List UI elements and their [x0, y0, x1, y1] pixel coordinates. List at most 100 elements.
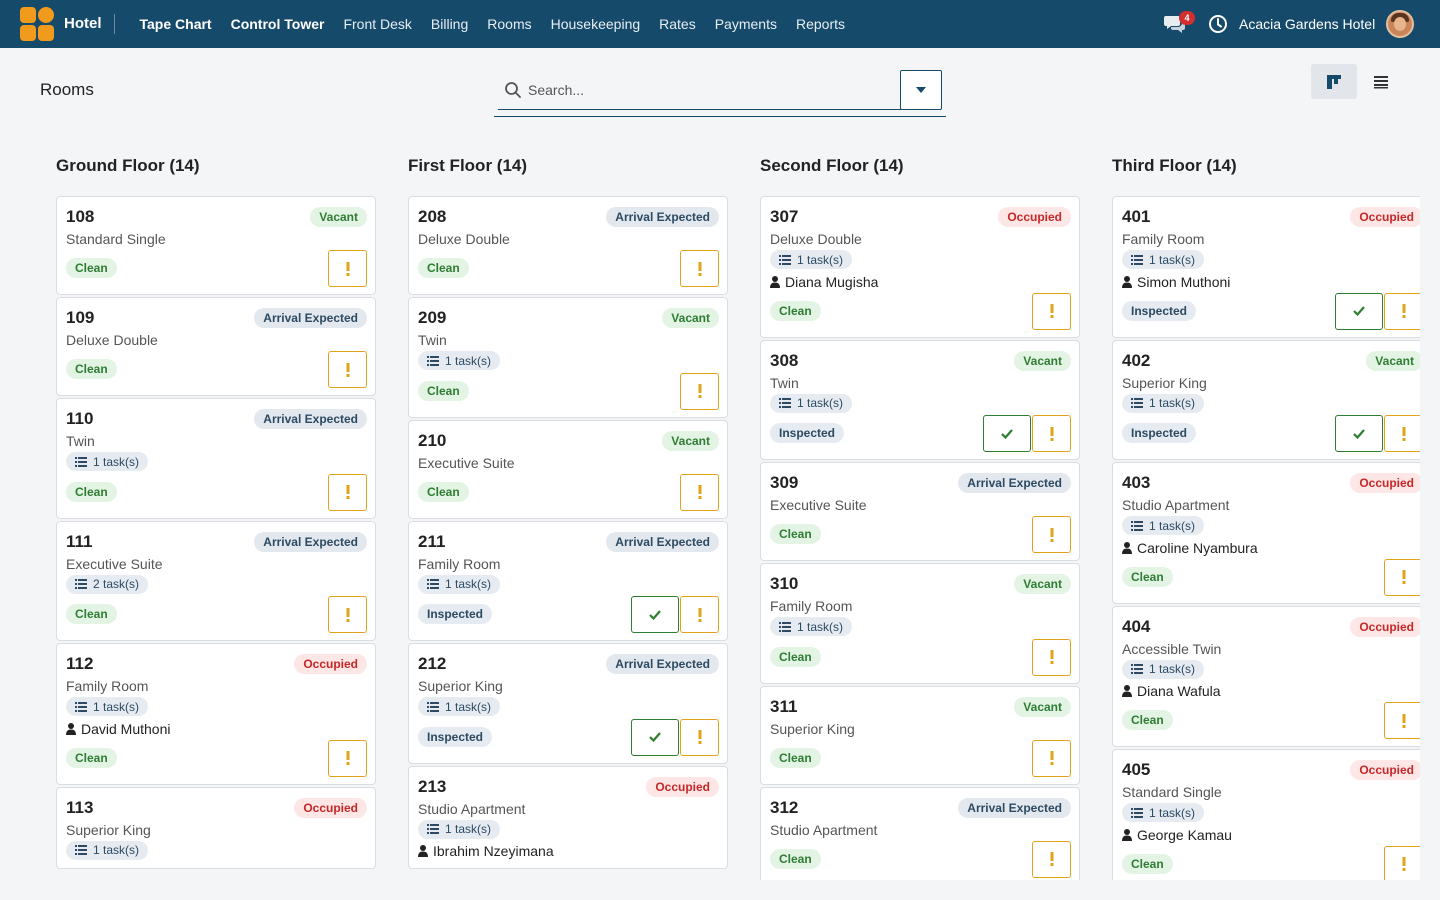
room-card[interactable]: 111 Arrival Expected Executive Suite 2 task… — [56, 520, 376, 641]
report-issue-button[interactable] — [1032, 739, 1071, 777]
report-issue-button[interactable] — [680, 473, 719, 511]
tasks-badge[interactable]: 1 task(s) — [1122, 393, 1205, 413]
nav-item-billing[interactable]: Billing — [430, 16, 469, 32]
report-issue-button[interactable] — [680, 718, 719, 756]
nav-item-tape-chart[interactable]: Tape Chart — [139, 16, 212, 32]
room-card-header: 307 Occupied — [770, 206, 1071, 228]
room-card[interactable]: 404 Occupied Accessible Twin 1 task(s) Diana… — [1112, 605, 1420, 747]
tasks-badge[interactable]: 1 task(s) — [66, 452, 149, 471]
guest-name[interactable]: Caroline Nyambura — [1137, 539, 1258, 556]
housekeeping-status-badge: Inspected — [1122, 423, 1197, 443]
room-card[interactable]: 108 Vacant Standard Single Clean — [56, 196, 376, 295]
report-issue-button[interactable] — [328, 250, 367, 287]
room-card[interactable]: 110 Arrival Expected Twin 1 task(s) Clean — [56, 398, 376, 519]
room-card[interactable]: 401 Occupied Family Room 1 task(s) Simon Mut… — [1112, 196, 1420, 338]
room-card[interactable]: 402 Vacant Superior King 1 task(s) Inspected — [1112, 339, 1420, 460]
room-card[interactable]: 112 Occupied Family Room 1 task(s) David Mut… — [56, 643, 376, 785]
user-avatar[interactable] — [1386, 10, 1414, 38]
room-card[interactable]: 405 Occupied Standard Single 1 task(s) Georg… — [1112, 749, 1420, 880]
tasks-badge[interactable]: 1 task(s) — [418, 574, 501, 594]
list-view-button[interactable] — [1360, 64, 1402, 99]
report-issue-button[interactable] — [680, 596, 719, 633]
tasks-badge[interactable]: 1 task(s) — [418, 819, 501, 839]
tasks-badge[interactable]: 1 task(s) — [770, 393, 853, 413]
report-issue-button[interactable] — [328, 739, 367, 777]
mark-clean-button[interactable] — [983, 415, 1031, 452]
board-view-button[interactable] — [1311, 64, 1357, 99]
tasks-badge[interactable]: 1 task(s) — [1122, 250, 1205, 269]
tasks-badge[interactable]: 1 task(s) — [1122, 516, 1205, 535]
room-card-header: 212 Arrival Expected — [418, 653, 719, 675]
tasks-badge[interactable]: 1 task(s) — [770, 250, 853, 269]
guest-name[interactable]: Ibrahim Nzeyimana — [433, 843, 554, 859]
room-card[interactable]: 307 Occupied Deluxe Double 1 task(s) Diana M… — [760, 196, 1080, 338]
guest-name[interactable]: George Kamau — [1137, 826, 1232, 843]
report-issue-button[interactable] — [1384, 292, 1420, 330]
nav-item-payments[interactable]: Payments — [714, 16, 777, 32]
report-issue-button[interactable] — [680, 250, 719, 287]
room-card[interactable]: 210 Vacant Executive Suite Clean — [408, 419, 728, 519]
report-issue-button[interactable] — [1032, 840, 1071, 878]
report-issue-button[interactable] — [328, 473, 367, 511]
report-issue-button[interactable] — [1384, 558, 1420, 596]
tasks-badge[interactable]: 2 task(s) — [66, 574, 149, 594]
guest-name[interactable]: Simon Muthoni — [1137, 273, 1231, 290]
room-card[interactable]: 403 Occupied Studio Apartment 1 task(s) Caro… — [1112, 462, 1420, 604]
report-issue-button[interactable] — [1032, 415, 1071, 452]
guest-name[interactable]: Diana Mugisha — [785, 273, 879, 290]
mark-clean-button[interactable] — [631, 718, 679, 756]
tasks-badge[interactable]: 1 task(s) — [1122, 803, 1205, 822]
room-card[interactable]: 308 Vacant Twin 1 task(s) Inspected — [760, 339, 1080, 460]
tasks-badge[interactable]: 1 task(s) — [66, 840, 149, 860]
room-card[interactable]: 312 Arrival Expected Studio Apartment Clean — [760, 786, 1080, 880]
brand-name[interactable]: Hotel — [64, 15, 102, 32]
report-issue-button[interactable] — [1384, 702, 1420, 739]
report-issue-button[interactable] — [1032, 292, 1071, 330]
hotel-name[interactable]: Acacia Gardens Hotel — [1239, 16, 1376, 32]
tasks-badge[interactable]: 1 task(s) — [770, 617, 853, 636]
room-card-footer: Inspected — [1122, 292, 1420, 330]
tasks-badge[interactable]: 1 task(s) — [418, 697, 501, 716]
mark-clean-button[interactable] — [1335, 415, 1383, 452]
tasks-badge[interactable]: 1 task(s) — [1122, 659, 1205, 679]
room-card[interactable]: 208 Arrival Expected Deluxe Double Clean — [408, 196, 728, 295]
room-type: Family Room — [770, 598, 853, 614]
clock-icon[interactable] — [1208, 14, 1228, 34]
search-input[interactable] — [528, 78, 888, 102]
housekeeping-status-badge: Clean — [66, 604, 117, 624]
nav-item-rooms[interactable]: Rooms — [487, 16, 532, 32]
room-card-footer: Inspected — [418, 718, 719, 756]
room-card[interactable]: 310 Vacant Family Room 1 task(s) Clean — [760, 563, 1080, 684]
room-card[interactable]: 212 Arrival Expected Superior King 1 task(s… — [408, 643, 728, 764]
room-actions — [1384, 558, 1420, 596]
report-issue-button[interactable] — [1384, 415, 1420, 452]
room-card[interactable]: 213 Occupied Studio Apartment 1 task(s) Ibra… — [408, 765, 728, 869]
nav-item-rates[interactable]: Rates — [659, 16, 696, 32]
room-card[interactable]: 209 Vacant Twin 1 task(s) Clean — [408, 297, 728, 418]
search-filter-dropdown[interactable] — [900, 70, 942, 110]
nav-item-reports[interactable]: Reports — [795, 16, 845, 32]
room-card[interactable]: 311 Vacant Superior King Clean — [760, 685, 1080, 785]
chat-icon[interactable] — [1164, 14, 1186, 34]
nav-item-control-tower[interactable]: Control Tower — [230, 16, 325, 32]
mark-clean-button[interactable] — [1335, 292, 1383, 330]
tasks-badge[interactable]: 1 task(s) — [66, 697, 149, 716]
guest-name[interactable]: David Muthoni — [81, 720, 171, 737]
report-issue-button[interactable] — [328, 351, 367, 388]
nav-item-housekeeping[interactable]: Housekeeping — [550, 16, 641, 32]
room-card[interactable]: 211 Arrival Expected Family Room 1 task(s) I… — [408, 520, 728, 641]
report-issue-button[interactable] — [680, 372, 719, 410]
room-card-footer: Clean — [66, 250, 367, 287]
mark-clean-button[interactable] — [631, 596, 679, 633]
report-issue-button[interactable] — [1032, 638, 1071, 676]
report-issue-button[interactable] — [1384, 845, 1420, 880]
room-card[interactable]: 109 Arrival Expected Deluxe Double Clean — [56, 297, 376, 396]
room-card[interactable]: 113 Occupied Superior King 1 task(s) — [56, 786, 376, 869]
report-issue-button[interactable] — [1032, 516, 1071, 553]
tasks-badge[interactable]: 1 task(s) — [418, 351, 501, 370]
hotel-logo-icon[interactable] — [20, 7, 54, 41]
guest-name[interactable]: Diana Wafula — [1137, 683, 1221, 699]
nav-item-front-desk[interactable]: Front Desk — [343, 16, 412, 32]
report-issue-button[interactable] — [328, 596, 367, 633]
room-card[interactable]: 309 Arrival Expected Executive Suite Clean — [760, 462, 1080, 561]
